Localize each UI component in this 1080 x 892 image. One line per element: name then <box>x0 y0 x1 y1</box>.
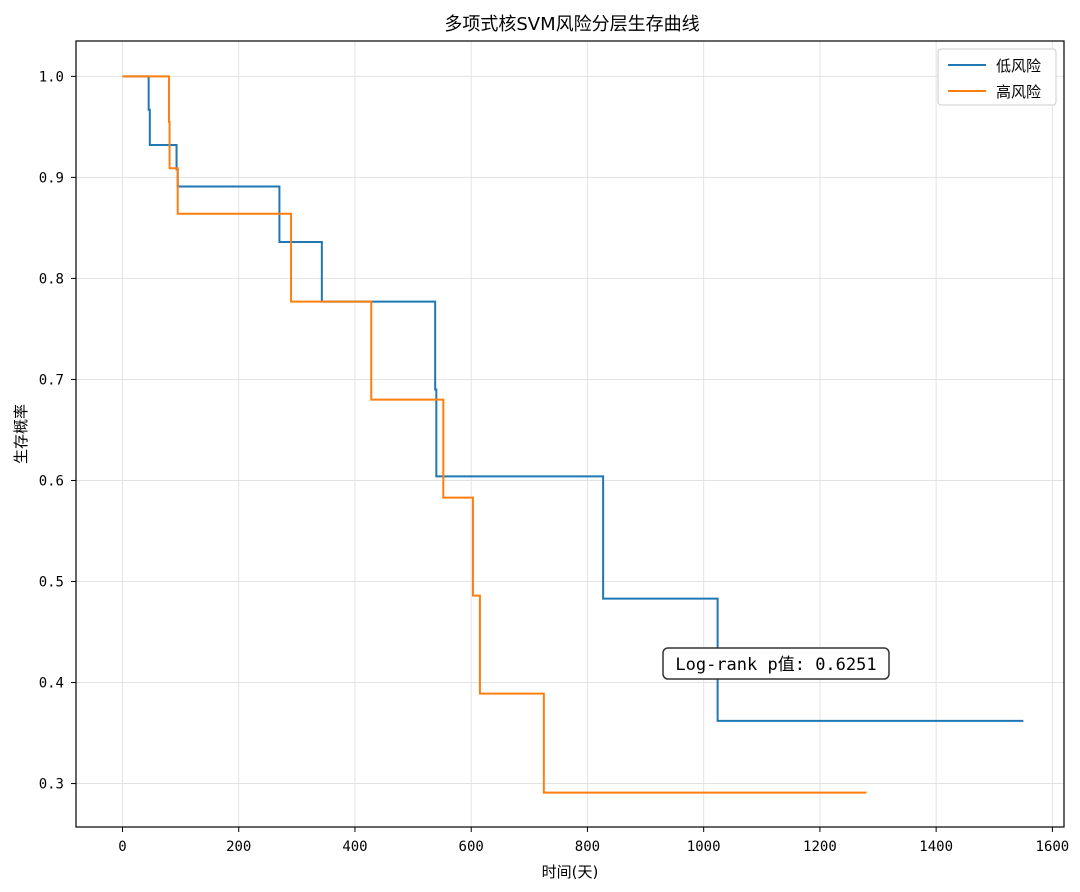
x-tick-label: 1000 <box>687 839 721 855</box>
chart-title: 多项式核SVM风险分层生存曲线 <box>444 14 699 35</box>
logrank-pvalue-text: Log-rank p值: 0.6251 <box>675 655 876 675</box>
axis-ticks: 0 200 400 600 800 1000 1200 1400 1600 0.3 0.4 0.5 0.… <box>39 69 1070 855</box>
legend-label-high-risk: 高风险 <box>996 83 1041 101</box>
series-layer <box>122 75 1024 794</box>
x-tick-label: 800 <box>575 839 600 855</box>
y-tick-label: 0.5 <box>39 575 64 591</box>
x-tick-label: 1400 <box>919 839 953 855</box>
y-tick-label: 0.7 <box>39 372 64 388</box>
legend: 低风险 高风险 <box>937 48 1057 106</box>
x-tick-label: 1200 <box>803 839 837 855</box>
y-tick-label: 0.8 <box>39 271 64 287</box>
series-line-high-risk <box>122 75 867 794</box>
y-tick-label: 0.6 <box>39 473 64 489</box>
y-tick-label: 0.4 <box>39 676 64 692</box>
x-tick-label: 400 <box>342 839 367 855</box>
x-tick-label: 200 <box>226 839 251 855</box>
y-tick-label: 0.9 <box>39 170 64 186</box>
legend-label-low-risk: 低风险 <box>996 57 1041 75</box>
x-tick-label: 1600 <box>1036 839 1070 855</box>
y-tick-label: 1.0 <box>39 69 64 85</box>
annotation-box <box>662 647 890 680</box>
y-tick-label: 0.3 <box>39 777 64 793</box>
logrank-annotation: Log-rank p值: 0.6251 <box>662 647 890 680</box>
plot-frame <box>75 40 1065 828</box>
y-axis-label: 生存概率 <box>12 404 30 464</box>
x-tick-label: 600 <box>459 839 484 855</box>
x-axis-label: 时间(天) <box>542 863 599 881</box>
grid-lines <box>76 41 1064 827</box>
series-line-low-risk <box>122 75 1024 722</box>
x-tick-label: 0 <box>118 839 126 855</box>
